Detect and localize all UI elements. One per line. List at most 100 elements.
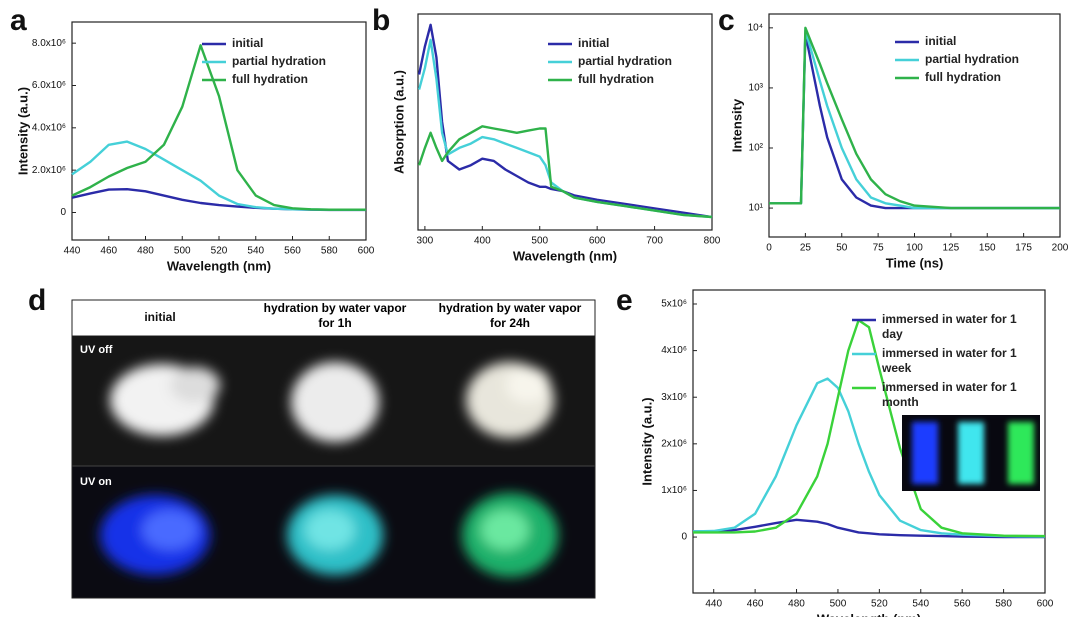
column-header: hydration by water vapor for 24h [438,301,582,330]
legend-label: immersed in water for 1 month [882,380,1017,409]
x-tick-label: 540 [247,246,264,257]
plot-frame [417,13,713,231]
x-tick-label: 480 [137,246,154,257]
x-tick-label: 520 [211,246,228,257]
x-tick-label: 600 [1037,599,1054,610]
x-tick-label: 440 [705,599,722,610]
x-tick-label: 560 [954,599,971,610]
y-axis-title: Intensity [729,98,744,152]
y-tick-label: 2x10⁶ [661,438,687,449]
series-line [417,23,713,219]
x-tick-label: 560 [284,246,301,257]
x-tick-label: 480 [788,599,805,610]
powder [100,362,558,577]
legend-box: immersed in water for 1 day [882,312,1017,341]
x-tick-label: 580 [995,599,1012,610]
y-tick-label: 5x10⁶ [661,299,687,310]
legend-label: initial [578,36,609,50]
y-tick-label: 10³ [749,83,764,94]
column-header-box: hydration by water vapor for 1h [263,301,407,330]
row-label: UV on [80,476,112,488]
x-tick-label: 100 [906,243,923,254]
y-tick-label: 3x10⁶ [661,392,687,403]
x-tick-label: 460 [100,246,117,257]
x-tick-label: 500 [531,236,548,247]
y-axis-title: Intensity (a.u.) [639,397,654,485]
series-line [71,188,366,212]
x-axis-title: Time (ns) [886,255,944,270]
x-tick-label: 500 [830,599,847,610]
legend-label: initial [925,34,956,48]
x-tick-label: 50 [836,243,848,254]
x-tick-label: 700 [646,236,663,247]
column-header-box: hydration by water vapor for 24h [438,301,582,330]
x-tick-label: 440 [64,246,81,257]
x-tick-label: 75 [873,243,885,254]
y-tick-label: 4x10⁶ [661,345,687,356]
x-axis-title: Wavelength (nm) [513,248,617,263]
x-tick-label: 600 [358,246,375,257]
photo-border [71,299,596,599]
panel-letter: e [616,284,633,317]
x-tick-label: 200 [1052,243,1069,254]
photo-grid: initial hydration by water vapor for 1h … [71,299,596,599]
x-tick-label: 800 [704,236,721,247]
x-tick-label: 125 [943,243,960,254]
y-tick-label: 6.0x10⁶ [32,80,66,91]
y-tick-label: 2.0x10⁶ [32,165,66,176]
legend-label: partial hydration [232,54,326,68]
x-tick-label: 25 [800,243,812,254]
y-tick-label: 10⁴ [748,22,763,33]
x-tick-label: 580 [321,246,338,257]
x-tick-label: 520 [871,599,888,610]
x-tick-label: 300 [417,236,434,247]
panel: a 440 460 480 500 520 540 560 580 600 0 2.0x10⁶ 4.0x… [10,4,375,274]
panel: e 440 460 480 500 520 540 560 580 600 0 1x10⁶ 2x10⁶ 3… [616,284,1054,617]
panel: c 0 25 50 75 100 125 150 175 200 10¹ 10² 10³ 10⁴ Time … [718,4,1069,271]
y-tick-label: 4.0x10⁶ [32,122,66,133]
x-tick-label: 0 [766,243,772,254]
x-tick-label: 150 [979,243,996,254]
legend-box: immersed in water for 1 month [882,380,1017,409]
plot-frame [692,289,1046,594]
legend-label: partial hydration [925,52,1019,66]
y-tick-label: 1x10⁶ [661,485,687,496]
header-row [71,299,596,337]
cuvette-inset [902,415,1040,491]
x-tick-label: 600 [589,236,606,247]
panel-letter: c [718,4,735,37]
series-line [71,140,366,211]
y-tick-label: 0 [681,532,687,543]
panel-letter: d [28,284,46,317]
x-axis-title: Wavelength (nm) [167,258,271,273]
x-axis-title: Wavelength (nm) [817,611,921,617]
column-header: initial [144,310,175,324]
series-line [692,377,1046,538]
legend-label: full hydration [578,72,654,86]
series-line [71,44,366,211]
y-tick-label: 0 [60,207,66,218]
row-label: UV off [80,344,113,356]
series-line [693,319,1046,538]
column-header: hydration by water vapor for 1h [263,301,407,330]
legend-label: immersed in water for 1 day [882,312,1017,341]
legend-label: full hydration [925,70,1001,84]
y-axis-title: Intensity (a.u.) [15,87,30,175]
series-line [769,26,1060,210]
series-line [417,125,713,219]
panel-letter: a [10,4,27,37]
panel-letter: b [372,4,390,37]
y-tick-label: 10¹ [749,203,764,214]
x-tick-label: 500 [174,246,191,257]
series-line [693,518,1045,539]
x-tick-label: 175 [1015,243,1032,254]
x-tick-label: 460 [747,599,764,610]
legend-label: full hydration [232,72,308,86]
legend-label: initial [232,36,263,50]
x-tick-label: 400 [474,236,491,247]
y-tick-label: 10² [749,143,764,154]
legend-label: partial hydration [578,54,672,68]
panel: b 300 400 500 600 700 800 Wavelength (nm) Absorp… [372,4,721,264]
